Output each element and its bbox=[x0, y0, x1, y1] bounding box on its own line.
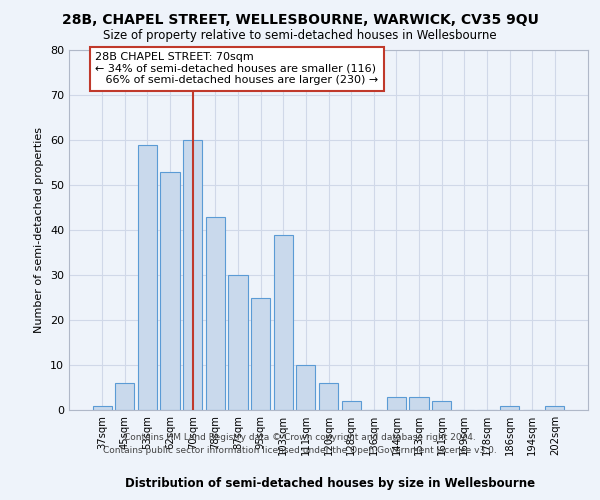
Bar bbox=[319, 383, 338, 410]
Bar bbox=[115, 383, 134, 410]
Bar bbox=[296, 365, 316, 410]
Bar bbox=[387, 396, 406, 410]
Bar bbox=[251, 298, 270, 410]
Text: Distribution of semi-detached houses by size in Wellesbourne: Distribution of semi-detached houses by … bbox=[125, 477, 535, 490]
Bar bbox=[341, 401, 361, 410]
Text: 28B, CHAPEL STREET, WELLESBOURNE, WARWICK, CV35 9QU: 28B, CHAPEL STREET, WELLESBOURNE, WARWIC… bbox=[62, 12, 538, 26]
Bar bbox=[545, 406, 565, 410]
Text: 28B CHAPEL STREET: 70sqm
← 34% of semi-detached houses are smaller (116)
   66% : 28B CHAPEL STREET: 70sqm ← 34% of semi-d… bbox=[95, 52, 379, 86]
Text: Contains HM Land Registry data © Crown copyright and database right 2024.: Contains HM Land Registry data © Crown c… bbox=[124, 434, 476, 442]
Bar bbox=[160, 172, 180, 410]
Bar bbox=[92, 406, 112, 410]
Bar bbox=[432, 401, 451, 410]
Text: Size of property relative to semi-detached houses in Wellesbourne: Size of property relative to semi-detach… bbox=[103, 29, 497, 42]
Bar bbox=[500, 406, 519, 410]
Bar bbox=[206, 216, 225, 410]
Bar bbox=[274, 234, 293, 410]
Bar bbox=[138, 144, 157, 410]
Y-axis label: Number of semi-detached properties: Number of semi-detached properties bbox=[34, 127, 44, 333]
Text: Contains public sector information licensed under the Open Government Licence v3: Contains public sector information licen… bbox=[103, 446, 497, 455]
Bar bbox=[183, 140, 202, 410]
Bar bbox=[409, 396, 428, 410]
Bar bbox=[229, 275, 248, 410]
